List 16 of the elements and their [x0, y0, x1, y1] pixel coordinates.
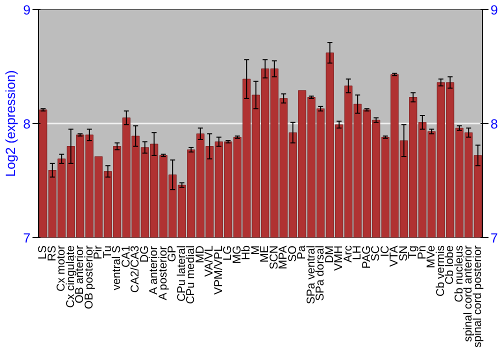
y-tick-label: 7 — [23, 230, 31, 246]
y2-tick-label: 7 — [490, 230, 498, 246]
x-tick-label: spinal cord posterior — [472, 245, 484, 348]
y2-tick-label: 8 — [490, 116, 498, 132]
x-tick-label: OB posterior — [83, 245, 96, 310]
y-tick-label: 9 — [23, 2, 31, 18]
x-tick-label: RS — [46, 245, 58, 262]
y2-tick-label: 9 — [490, 2, 498, 18]
x-tick-label: DG — [138, 245, 151, 262]
x-tick-label: Tg — [407, 245, 420, 259]
x-tick-label: GP — [166, 245, 179, 262]
y-axis-title: Log2 (expression) — [3, 70, 18, 177]
x-tick-label: A posterior — [157, 246, 170, 300]
y-tick-label: 8 — [23, 116, 31, 132]
x-tick-label: Cb lobe — [444, 246, 456, 285]
x-tick-label: MVe — [426, 245, 438, 268]
